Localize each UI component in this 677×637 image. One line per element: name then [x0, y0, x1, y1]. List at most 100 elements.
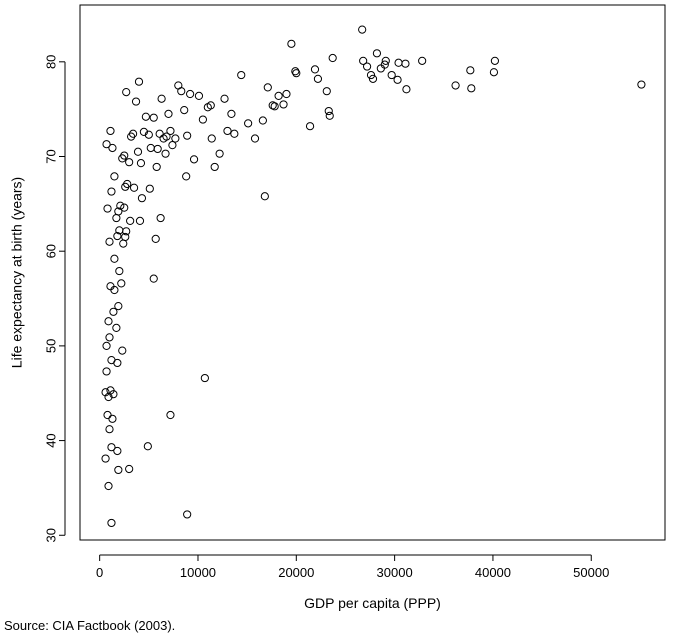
data-point [117, 279, 126, 288]
data-point [324, 106, 333, 116]
data-point [125, 464, 134, 474]
data-point [358, 25, 367, 34]
data-point [161, 149, 170, 158]
data-point [313, 74, 323, 83]
data-point [112, 323, 121, 332]
data-point [106, 126, 115, 136]
x-tick-label: 20000 [278, 565, 314, 580]
data-point [305, 122, 315, 131]
data-point [149, 274, 158, 283]
data-point [183, 510, 192, 519]
x-tick-label: 0 [96, 565, 103, 580]
data-point [182, 172, 191, 181]
data-point [489, 68, 499, 77]
data-point [263, 83, 272, 92]
data-point [162, 132, 171, 141]
data-point [113, 358, 122, 368]
data-point [372, 49, 382, 58]
data-point [183, 131, 192, 140]
plot-frame [79, 4, 666, 541]
data-point [114, 207, 123, 216]
data-point [230, 129, 239, 138]
data-point [105, 333, 114, 342]
x-tick-label: 30000 [377, 565, 413, 580]
data-point [133, 147, 143, 156]
data-point [105, 425, 114, 434]
data-point [279, 100, 288, 109]
data-point [107, 443, 116, 452]
data-point [136, 159, 146, 168]
data-point [119, 239, 128, 248]
data-point [490, 56, 500, 65]
x-axis: 0 10000 20000 30000 40000 50000 [96, 554, 609, 580]
data-point [270, 102, 279, 111]
data-point [322, 87, 331, 96]
data-point [115, 266, 124, 276]
data-point [325, 111, 334, 120]
data-point [110, 172, 119, 181]
y-axis-title: Life expectancy at birth (years) [9, 177, 25, 368]
data-points [101, 25, 646, 528]
data-point [292, 69, 301, 78]
data-point [166, 410, 175, 420]
data-point [131, 97, 141, 106]
data-point [402, 85, 411, 94]
data-point [145, 184, 154, 193]
data-point [149, 113, 158, 122]
data-point [227, 109, 236, 118]
data-point [168, 141, 177, 150]
data-point [116, 201, 125, 210]
data-point [466, 66, 475, 75]
data-point [153, 144, 162, 154]
y-tick-label: 60 [43, 244, 58, 258]
data-point [258, 116, 267, 125]
data-point [282, 89, 291, 99]
y-tick-label: 30 [43, 528, 58, 542]
data-point [102, 341, 111, 350]
data-point [101, 454, 110, 463]
data-point [134, 77, 144, 86]
data-point [123, 179, 132, 189]
data-point [108, 143, 117, 153]
data-point [107, 187, 116, 196]
data-point [637, 80, 646, 89]
data-point [141, 112, 150, 121]
data-point [109, 390, 118, 399]
data-point [122, 88, 131, 97]
data-point [223, 126, 232, 136]
data-point [144, 130, 153, 139]
data-point [135, 216, 145, 225]
data-point [380, 60, 389, 69]
data-point [146, 143, 155, 153]
data-point [260, 192, 269, 201]
x-tick-label: 40000 [475, 565, 511, 580]
data-point [206, 101, 215, 110]
data-point [194, 91, 204, 101]
data-point [171, 134, 180, 143]
y-tick-label: 50 [43, 339, 58, 353]
data-point [152, 162, 161, 172]
source-note: Source: CIA Factbook (2003). [4, 618, 176, 633]
data-point [180, 106, 189, 115]
data-point [101, 388, 110, 397]
data-point [137, 194, 147, 203]
data-point [244, 119, 253, 128]
y-axis: 30 40 50 60 70 80 [43, 55, 66, 542]
data-point [157, 94, 166, 103]
data-point [108, 414, 117, 423]
data-point [220, 94, 229, 103]
data-point [156, 213, 165, 223]
data-point [368, 74, 378, 83]
x-tick-label: 10000 [180, 565, 216, 580]
data-point [126, 216, 135, 225]
data-point [139, 127, 149, 136]
data-point [114, 465, 123, 475]
y-tick-label: 80 [43, 55, 58, 69]
data-point [120, 151, 129, 160]
data-point [113, 231, 122, 241]
data-point [109, 307, 118, 316]
data-point [177, 87, 186, 96]
data-point [366, 70, 376, 80]
data-point [186, 89, 195, 99]
